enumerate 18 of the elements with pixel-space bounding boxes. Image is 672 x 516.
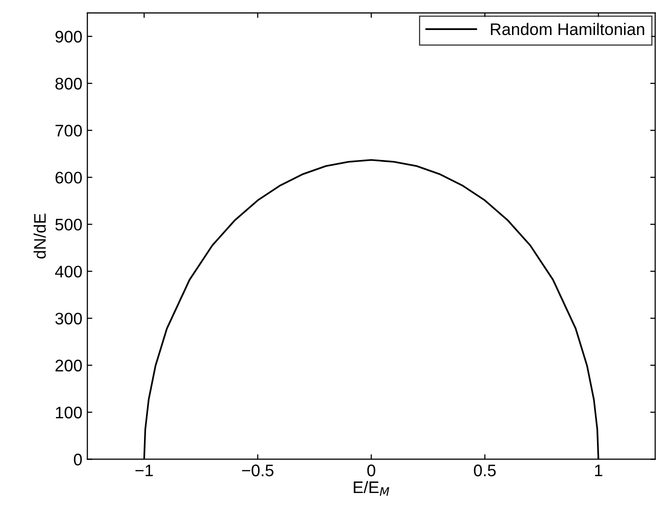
- x-tick-label: 0: [367, 464, 376, 476]
- y-tick-label: 100: [56, 406, 82, 418]
- y-tick-label: 500: [55, 218, 82, 231]
- y-tick-label: 600: [56, 172, 82, 184]
- y-tick-label: 700: [56, 124, 82, 137]
- y-tick-label: 400: [55, 266, 82, 278]
- y-tick-label: 200: [56, 360, 82, 372]
- y-tick-label: 300: [55, 312, 82, 324]
- y-tick-label: 0: [74, 454, 82, 466]
- x-tick-label: −1: [135, 464, 153, 476]
- y-tick-label: 900: [55, 30, 82, 43]
- legend-label: Random Hamiltonian: [490, 22, 644, 36]
- x-tick-label: 1: [595, 464, 602, 476]
- x-tick-label: −0.5: [242, 464, 274, 476]
- y-tick-label: 800: [55, 78, 82, 90]
- x-axis-title: E/E$_{M}$: [354, 480, 390, 496]
- x-tick-label: 0.5: [474, 464, 496, 476]
- y-axis-title: dN/dE: [34, 214, 46, 259]
